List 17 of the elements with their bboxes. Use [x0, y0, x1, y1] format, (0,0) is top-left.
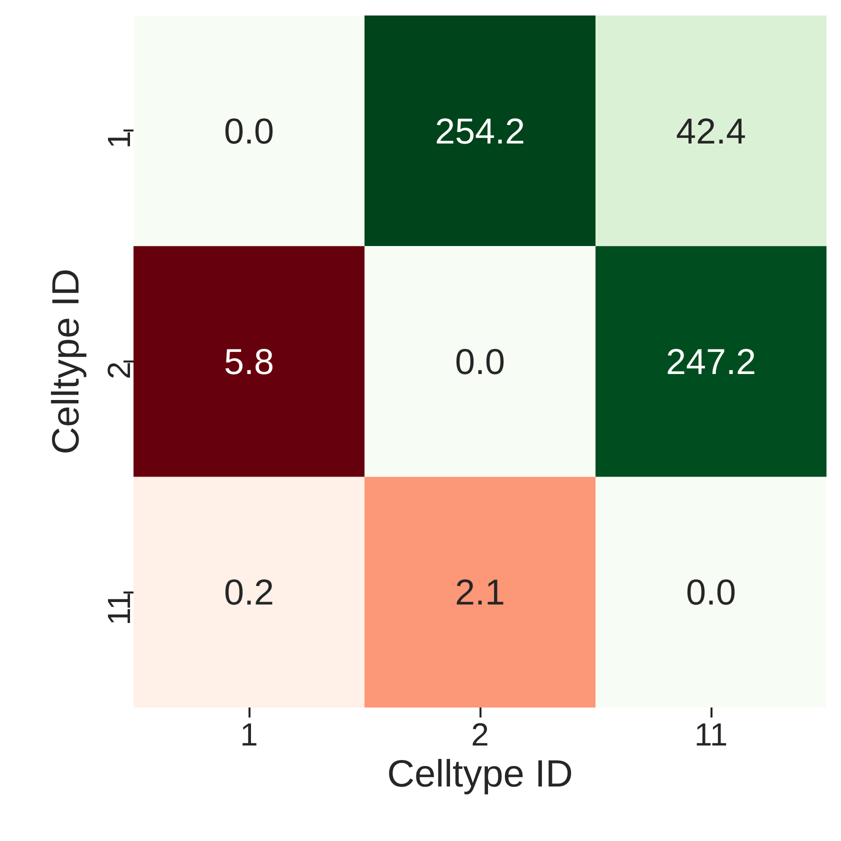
data-label: 0.0: [224, 110, 274, 152]
data-label: 247.2: [666, 341, 756, 382]
data-label: 254.2: [434, 110, 526, 152]
data-label: 2.1: [454, 572, 506, 613]
data-label: 5.8: [224, 341, 274, 382]
data-label: 0.0: [686, 572, 736, 613]
x-axis-title: Celltype ID: [387, 754, 573, 796]
y-tick-label: 1: [101, 130, 137, 149]
data-label: 42.4: [676, 110, 746, 152]
x-tick-label: 1: [240, 716, 258, 752]
x-tick-label: 11: [694, 716, 728, 752]
x-tick-label: 2: [471, 716, 489, 752]
y-axis-title: Celltype ID: [46, 268, 88, 454]
data-label: 0.0: [454, 341, 506, 382]
y-tick-label: 2: [101, 362, 137, 380]
y-tick-label: 11: [101, 592, 137, 626]
data-label: 0.2: [224, 572, 274, 613]
